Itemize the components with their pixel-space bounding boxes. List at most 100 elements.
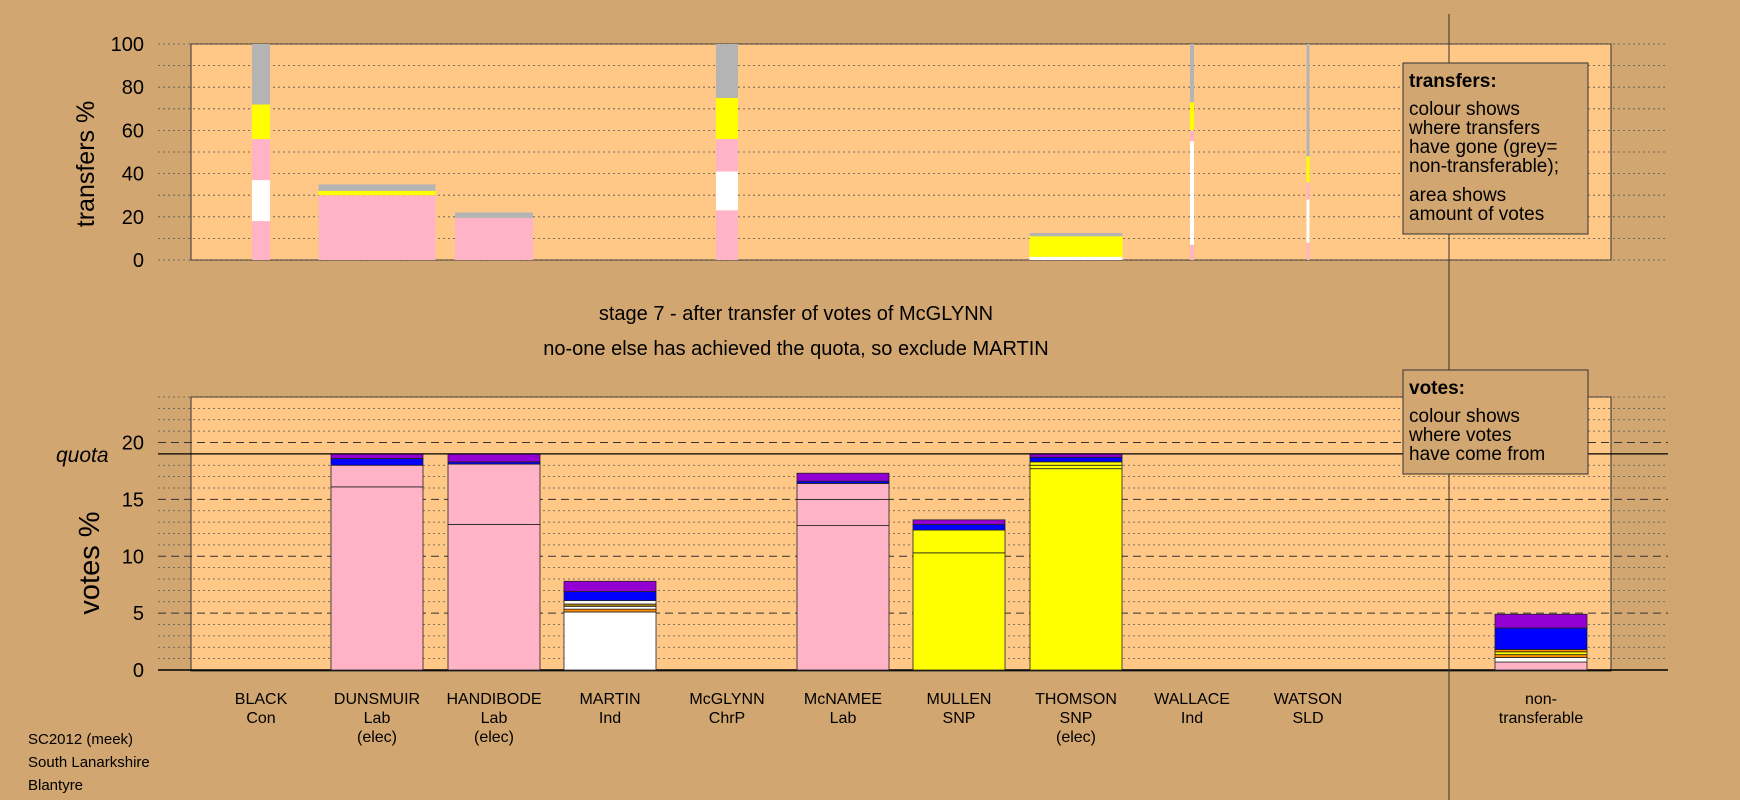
- candidate-party: SNP: [943, 710, 976, 727]
- transfer-segment: [318, 190, 436, 196]
- transfer-segment: [1190, 141, 1194, 245]
- vote-segment: [1494, 627, 1588, 650]
- transfers-legend-line: area shows: [1409, 185, 1506, 206]
- transfer-segment: [252, 180, 270, 222]
- vote-segment: [1494, 651, 1588, 656]
- votes-legend: votes: colour shows where votes have com…: [1402, 369, 1589, 475]
- transfer-segment: [1190, 102, 1194, 131]
- vote-segment: [447, 524, 541, 671]
- transfer-segment: [455, 212, 533, 218]
- transfer-segment: [716, 210, 738, 260]
- vote-segment: [563, 580, 657, 592]
- vote-segment: [1029, 456, 1123, 463]
- candidate-name: DUNSMUIR: [334, 691, 420, 708]
- votes-legend-line: colour shows: [1409, 406, 1520, 427]
- vote-segment: [796, 498, 890, 526]
- transfers-tick-label: 40: [122, 164, 144, 186]
- candidate-name: WALLACE: [1154, 691, 1230, 708]
- transfers-legend: transfers: colour shows where transfers …: [1402, 62, 1589, 235]
- transfers-legend-line: have gone (grey=: [1409, 137, 1557, 158]
- candidate-party: Lab: [481, 710, 508, 727]
- vote-segment: [330, 486, 424, 671]
- nontransferable-label: transferable: [1499, 710, 1584, 727]
- transfer-segment: [252, 104, 270, 140]
- votes-tick-label: 0: [133, 660, 144, 682]
- footer-line: South Lanarkshire: [28, 754, 150, 771]
- candidate-name: McNAMEE: [804, 691, 882, 708]
- transfer-segment: [455, 217, 533, 237]
- vote-segment: [1494, 661, 1588, 671]
- votes-legend-line: where votes: [1408, 425, 1511, 446]
- vote-segment: [563, 611, 657, 671]
- transfer-segment: [1306, 242, 1310, 260]
- transfers-legend-line: amount of votes: [1409, 204, 1544, 225]
- transfer-segment: [1029, 233, 1123, 237]
- transfers-axis-title: transfers %: [72, 101, 100, 227]
- votes-axis-title: votes %: [74, 511, 106, 614]
- votes-legend-box: [1402, 369, 1589, 475]
- vote-segment: [563, 591, 657, 602]
- vote-segment: [1494, 613, 1588, 629]
- transfer-segment: [252, 139, 270, 181]
- vote-segment: [796, 525, 890, 671]
- candidate-name: WATSON: [1274, 691, 1342, 708]
- transfer-segment: [1190, 130, 1194, 142]
- vote-segment: [563, 600, 657, 605]
- footer: SC2012 (meek) South Lanarkshire Blantyre: [28, 731, 150, 794]
- transfer-segment: [716, 44, 738, 98]
- transfer-segment: [1306, 199, 1310, 243]
- candidate-labels: BLACK Con DUNSMUIR Lab (elec) HANDIBODE …: [235, 691, 1584, 746]
- vote-segment: [447, 453, 541, 463]
- vote-segment: [330, 458, 424, 466]
- transfer-segment: [1306, 182, 1310, 200]
- vote-segment: [447, 463, 541, 525]
- votes-tick-label: 20: [122, 433, 144, 455]
- transfers-tick-label: 80: [122, 77, 144, 99]
- nontransferable-label: non-: [1525, 691, 1557, 708]
- transfers-legend-line: where transfers: [1408, 118, 1540, 139]
- votes-legend-heading: votes:: [1409, 378, 1465, 399]
- candidate-party: Lab: [364, 710, 391, 727]
- candidate-name: BLACK: [235, 691, 288, 708]
- vote-segment: [1029, 461, 1123, 466]
- vote-segment: [912, 519, 1006, 525]
- transfers-tick-label: 0: [133, 250, 144, 272]
- footer-line: Blantyre: [28, 777, 83, 794]
- transfer-segment: [1029, 236, 1123, 257]
- candidate-note: (elec): [1056, 729, 1096, 746]
- transfer-segment: [716, 139, 738, 172]
- vote-segment: [796, 483, 890, 500]
- transfer-segment: [1029, 256, 1123, 260]
- candidate-name: McGLYNN: [689, 691, 764, 708]
- vote-segment: [912, 552, 1006, 671]
- votes-y-ticks: 0 5 10 15 20: [122, 433, 144, 683]
- stage-title: stage 7 - after transfer of votes of McG…: [599, 303, 993, 325]
- transfers-legend-heading: transfers:: [1409, 71, 1497, 92]
- transfer-segment: [1306, 156, 1310, 183]
- candidate-party: Con: [246, 710, 275, 727]
- transfers-tick-label: 100: [111, 34, 144, 56]
- candidate-party: Lab: [830, 710, 857, 727]
- candidate-party: Ind: [599, 710, 621, 727]
- candidate-party: ChrP: [709, 710, 745, 727]
- transfers-tick-label: 20: [122, 207, 144, 229]
- vote-segment: [1494, 657, 1588, 663]
- candidate-name: MULLEN: [927, 691, 992, 708]
- transfer-segment: [252, 221, 270, 260]
- vote-segment: [1029, 464, 1123, 470]
- stage-subtitle: no-one else has achieved the quota, so e…: [543, 338, 1049, 360]
- candidate-note: (elec): [357, 729, 397, 746]
- transfers-legend-box: [1402, 62, 1589, 235]
- vote-segment: [563, 608, 657, 613]
- vote-segment: [1494, 654, 1588, 658]
- transfer-segment: [252, 44, 270, 105]
- votes-tick-label: 15: [122, 489, 144, 511]
- candidate-name: MARTIN: [579, 691, 640, 708]
- candidate-note: (elec): [474, 729, 514, 746]
- transfers-bars: [252, 44, 1310, 260]
- vote-segment: [912, 524, 1006, 531]
- candidate-party: SLD: [1292, 710, 1323, 727]
- transfer-segment: [716, 98, 738, 140]
- votes-legend-line: have come from: [1409, 444, 1545, 465]
